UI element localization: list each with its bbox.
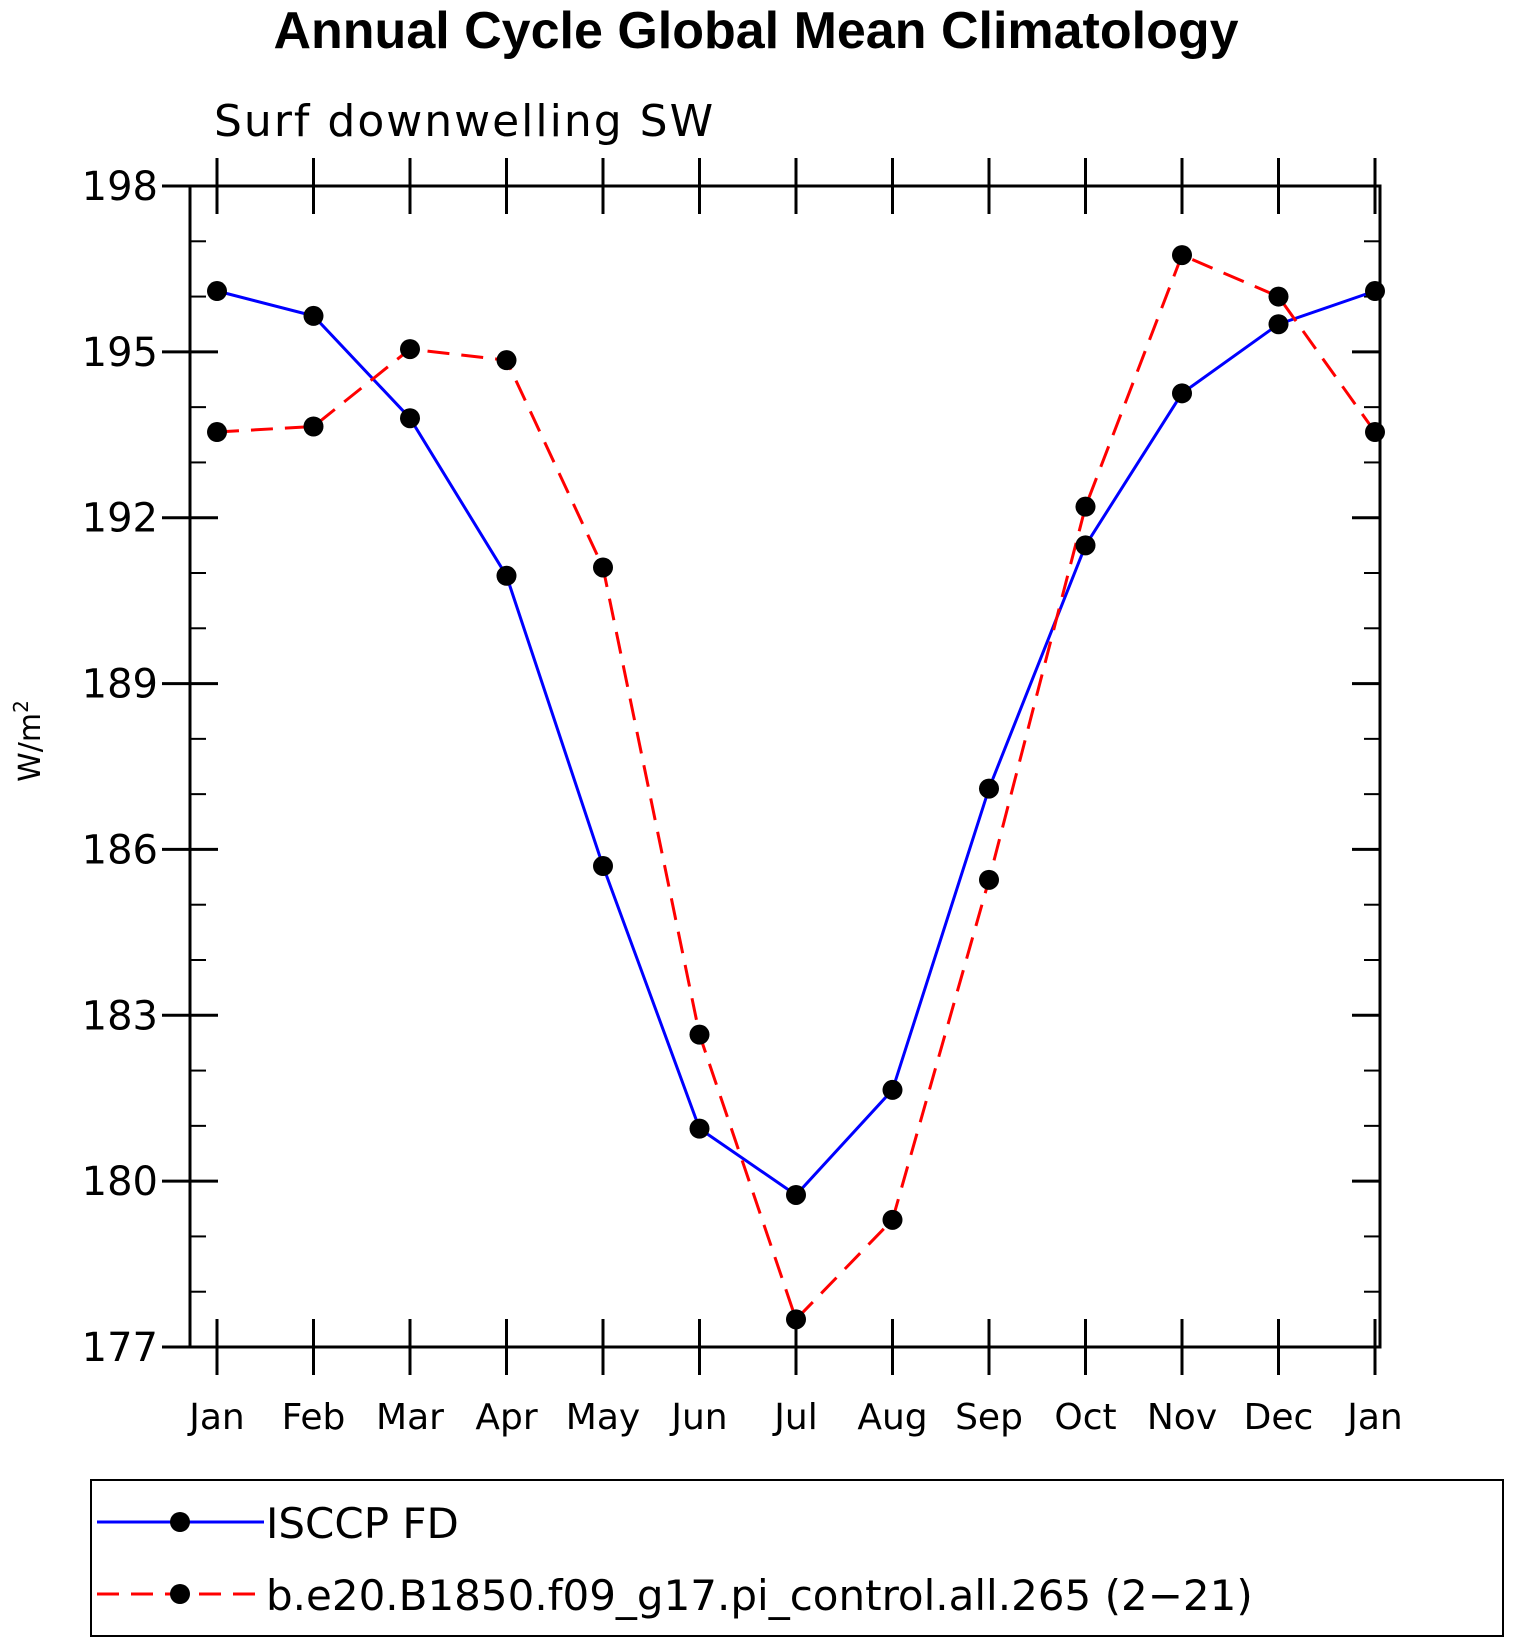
data-point-series-1: [207, 422, 227, 443]
chart-title: Annual Cycle Global Mean Climatology: [273, 2, 1238, 60]
plot-frame: [188, 184, 1382, 1349]
x-tick-label: Sep: [955, 1397, 1023, 1438]
x-tick-label: Aug: [857, 1397, 927, 1438]
data-point-series-1: [496, 350, 517, 371]
x-tick-labels: Jan Feb Mar Apr May Jun Jul Aug Sep Oct Nov Dec Jan: [187, 1397, 1403, 1438]
data-point-series-1: [689, 1024, 710, 1045]
y-tick-label: 192: [82, 496, 158, 542]
legend-label-isccp: ISCCP FD: [266, 1499, 459, 1548]
y-tick-label: 180: [82, 1159, 158, 1205]
x-tick-label: Mar: [376, 1397, 444, 1438]
data-point-series-1: [1365, 422, 1385, 443]
data-point-series-1: [1172, 245, 1192, 266]
data-point-series-0: [786, 1184, 806, 1205]
legend-box: [90, 1479, 1504, 1637]
x-tick-label: Jan: [1345, 1397, 1403, 1438]
data-point-series-1: [1268, 286, 1289, 307]
data-point-series-0: [207, 281, 227, 302]
data-point-series-1: [400, 339, 420, 360]
legend-label-model: b.e20.B1850.f09_g17.pi_control.all.265 (…: [266, 1571, 1253, 1620]
y-tick-label: 183: [82, 993, 158, 1039]
data-point-series-1: [882, 1209, 903, 1230]
legend-marker-model: [170, 1584, 190, 1604]
y-tick-label: 189: [82, 662, 158, 708]
y-tick-label: 198: [82, 164, 158, 210]
data-point-series-0: [882, 1079, 903, 1100]
y-axis-label: W/m2: [9, 700, 48, 782]
y-tick-label: 177: [82, 1325, 158, 1371]
series-markers: [207, 245, 1385, 1330]
x-tick-label: May: [566, 1397, 640, 1438]
y-tick-labels: 177 180 183 186 189 192 195 198: [82, 164, 158, 1371]
data-point-series-1: [786, 1309, 806, 1330]
legend-marker-isccp: [170, 1512, 190, 1532]
legend: ISCCP FD b.e20.B1850.f09_g17.pi_control.…: [90, 1479, 1504, 1637]
chart-subtitle: Surf downwelling SW: [214, 96, 715, 147]
y-tick-label: 186: [82, 827, 158, 873]
data-point-series-0: [979, 778, 999, 799]
x-tick-label: Dec: [1244, 1397, 1314, 1438]
x-tick-label: Feb: [282, 1397, 346, 1438]
data-point-series-0: [303, 305, 324, 326]
data-point-series-0: [400, 408, 420, 429]
data-point-series-0: [1365, 281, 1385, 302]
x-tick-label: Jan: [187, 1397, 245, 1438]
data-point-series-0: [593, 856, 613, 877]
data-point-series-0: [496, 565, 517, 586]
series-line-0: [216, 289, 1376, 1197]
x-tick-label: Apr: [475, 1397, 537, 1438]
data-point-series-0: [1268, 314, 1289, 335]
series-line-1: [216, 253, 1377, 1323]
y-tick-label: 195: [82, 330, 158, 376]
data-point-series-1: [303, 416, 324, 437]
x-tick-label: Jul: [772, 1397, 817, 1438]
data-point-series-0: [689, 1118, 710, 1139]
series-lines: [216, 253, 1377, 1323]
x-tick-label: Nov: [1147, 1397, 1217, 1438]
data-point-series-0: [1172, 383, 1192, 404]
data-point-series-1: [1075, 496, 1096, 517]
axis-ticks: [162, 158, 1380, 1375]
data-point-series-1: [979, 869, 999, 890]
data-point-series-0: [1075, 535, 1096, 556]
x-tick-label: Jun: [669, 1397, 727, 1438]
x-tick-label: Oct: [1054, 1397, 1116, 1438]
data-point-series-1: [593, 557, 613, 578]
